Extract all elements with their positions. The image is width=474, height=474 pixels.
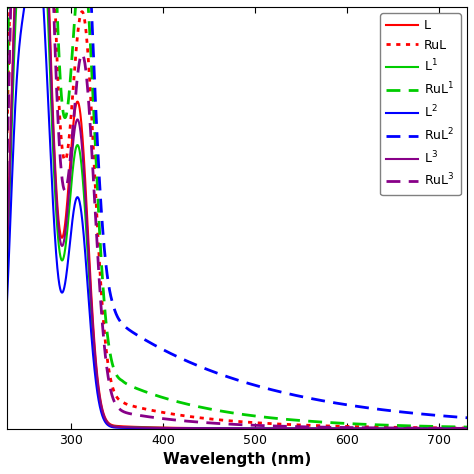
RuL$^{2}$ — [198, 364, 204, 370]
L$^{2}$ — [198, 426, 204, 431]
L$^{3}$ — [455, 426, 461, 431]
RuL — [0, 292, 5, 298]
L — [80, 143, 86, 148]
Line: L$^{2}$: L$^{2}$ — [2, 0, 467, 428]
RuL — [178, 412, 183, 418]
L$^{1}$ — [198, 426, 204, 431]
RuL$^{3}$ — [53, 57, 58, 63]
L$^{3}$ — [464, 426, 470, 431]
L — [0, 356, 5, 362]
RuL — [464, 425, 470, 431]
L$^{1}$ — [53, 197, 58, 203]
Line: L$^{3}$: L$^{3}$ — [2, 0, 467, 428]
Line: L$^{1}$: L$^{1}$ — [2, 0, 467, 428]
L$^{1}$ — [178, 425, 183, 431]
RuL — [53, 13, 58, 19]
Line: RuL: RuL — [2, 0, 467, 428]
L$^{2}$ — [178, 426, 183, 431]
Line: RuL$^{1}$: RuL$^{1}$ — [2, 0, 467, 427]
L — [53, 170, 58, 176]
RuL$^{3}$ — [464, 426, 470, 431]
Line: RuL$^{3}$: RuL$^{3}$ — [2, 0, 467, 428]
RuL — [198, 415, 204, 421]
L$^{2}$ — [455, 426, 461, 431]
RuL$^{3}$ — [455, 426, 461, 431]
RuL$^{1}$ — [455, 424, 461, 430]
X-axis label: Wavelength (nm): Wavelength (nm) — [163, 452, 311, 467]
L$^{3}$ — [53, 178, 58, 184]
RuL$^{2}$ — [464, 415, 470, 420]
RuL — [455, 425, 461, 431]
L$^{2}$ — [80, 226, 86, 231]
RuL$^{1}$ — [405, 423, 411, 428]
RuL — [80, 10, 86, 16]
L — [198, 425, 204, 431]
RuL$^{3}$ — [80, 53, 86, 58]
Line: RuL$^{2}$: RuL$^{2}$ — [2, 0, 467, 418]
L$^{2}$ — [53, 242, 58, 247]
RuL$^{1}$ — [178, 400, 183, 405]
L$^{2}$ — [405, 426, 411, 431]
L$^{3}$ — [0, 359, 5, 365]
RuL$^{2}$ — [0, 62, 5, 68]
RuL$^{2}$ — [455, 414, 461, 420]
L$^{2}$ — [0, 376, 5, 382]
RuL$^{2}$ — [405, 410, 411, 416]
L$^{3}$ — [80, 158, 86, 164]
L — [178, 425, 183, 431]
L — [455, 426, 461, 431]
L$^{1}$ — [80, 180, 86, 186]
RuL$^{3}$ — [178, 418, 183, 423]
RuL$^{1}$ — [198, 404, 204, 410]
RuL$^{3}$ — [405, 425, 411, 431]
RuL$^{1}$ — [464, 424, 470, 430]
RuL$^{3}$ — [198, 419, 204, 425]
RuL$^{3}$ — [0, 310, 5, 316]
L$^{1}$ — [405, 426, 411, 431]
L — [405, 426, 411, 431]
L$^{3}$ — [198, 426, 204, 431]
Legend: L, RuL, L$^{1}$, RuL$^{1}$, L$^{2}$, RuL$^{2}$, L$^{3}$, RuL$^{3}$: L, RuL, L$^{1}$, RuL$^{1}$, L$^{2}$, RuL… — [380, 13, 461, 195]
RuL$^{2}$ — [178, 356, 183, 361]
L$^{3}$ — [178, 425, 183, 431]
RuL — [405, 425, 411, 430]
L$^{2}$ — [464, 426, 470, 431]
L$^{1}$ — [455, 426, 461, 431]
L — [464, 426, 470, 431]
L$^{3}$ — [405, 426, 411, 431]
RuL$^{1}$ — [0, 261, 5, 267]
Line: L: L — [2, 0, 467, 428]
L$^{1}$ — [464, 426, 470, 431]
L$^{1}$ — [0, 364, 5, 369]
